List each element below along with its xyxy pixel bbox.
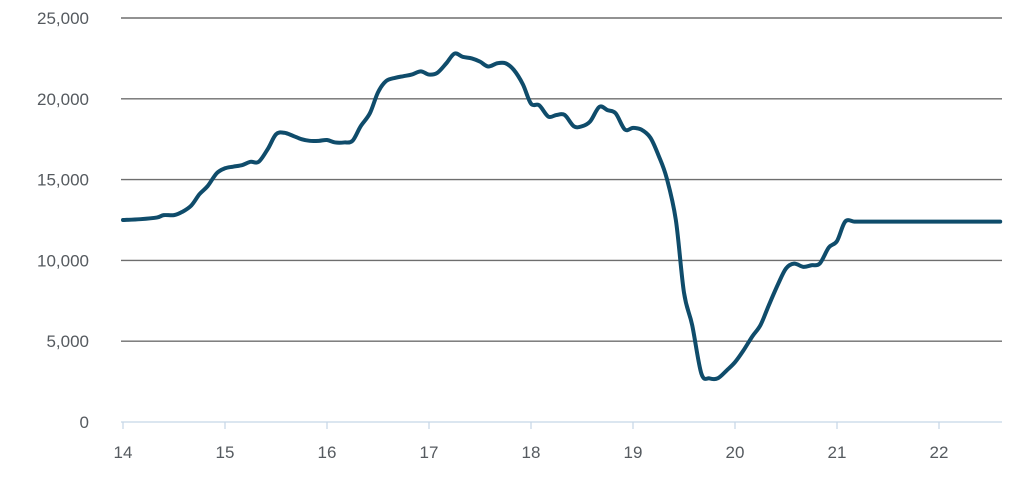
y-tick-label: 5,000 (46, 332, 89, 351)
y-axis: 0 5,000 10,000 15,000 20,000 25,000 (37, 9, 89, 432)
x-tick-label: 14 (114, 443, 133, 462)
x-axis: 14 15 16 17 18 19 20 21 22 (114, 422, 949, 462)
y-tick-label: 0 (80, 413, 89, 432)
y-tick-label: 20,000 (37, 90, 89, 109)
x-tick-label: 22 (930, 443, 949, 462)
x-tick-label: 20 (726, 443, 745, 462)
x-tick-label: 17 (420, 443, 439, 462)
series-group (121, 51, 1003, 382)
y-tick-label: 10,000 (37, 251, 89, 270)
x-tick-label: 18 (522, 443, 541, 462)
y-tick-label: 25,000 (37, 9, 89, 28)
series-line (121, 51, 1003, 382)
y-tick-label: 15,000 (37, 171, 89, 190)
x-tick-label: 15 (216, 443, 235, 462)
x-tick-label: 21 (828, 443, 847, 462)
x-tick-label: 19 (624, 443, 643, 462)
x-tick-label: 16 (318, 443, 337, 462)
grid-lines (121, 17, 1002, 423)
